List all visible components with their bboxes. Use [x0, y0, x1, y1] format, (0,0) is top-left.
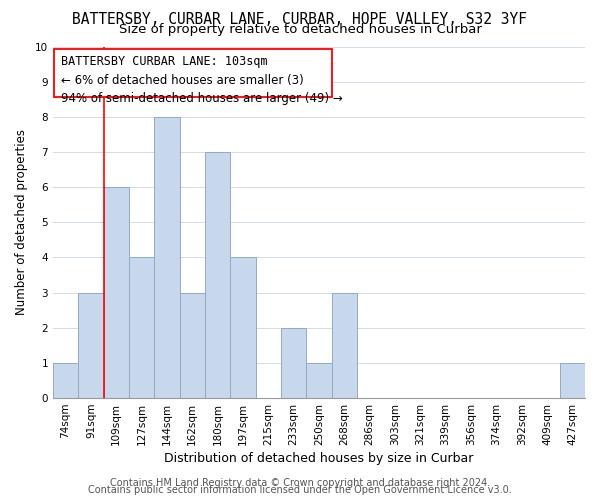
- X-axis label: Distribution of detached houses by size in Curbar: Distribution of detached houses by size …: [164, 452, 473, 465]
- Text: Size of property relative to detached houses in Curbar: Size of property relative to detached ho…: [119, 22, 481, 36]
- Bar: [230, 258, 256, 398]
- Bar: [560, 363, 585, 398]
- Text: Contains HM Land Registry data © Crown copyright and database right 2024.: Contains HM Land Registry data © Crown c…: [110, 478, 490, 488]
- Bar: [281, 328, 306, 398]
- Bar: [104, 187, 129, 398]
- Text: 94% of semi-detached houses are larger (49) →: 94% of semi-detached houses are larger (…: [61, 92, 342, 104]
- Y-axis label: Number of detached properties: Number of detached properties: [15, 130, 28, 316]
- Bar: [306, 363, 332, 398]
- Text: ← 6% of detached houses are smaller (3): ← 6% of detached houses are smaller (3): [61, 74, 303, 87]
- Text: BATTERSBY CURBAR LANE: 103sqm: BATTERSBY CURBAR LANE: 103sqm: [61, 56, 267, 68]
- Text: BATTERSBY, CURBAR LANE, CURBAR, HOPE VALLEY, S32 3YF: BATTERSBY, CURBAR LANE, CURBAR, HOPE VAL…: [73, 12, 527, 28]
- Bar: [332, 292, 357, 398]
- Bar: [53, 363, 78, 398]
- Bar: [78, 292, 104, 398]
- Bar: [154, 117, 179, 398]
- Bar: [129, 258, 154, 398]
- FancyBboxPatch shape: [54, 50, 332, 98]
- Text: Contains public sector information licensed under the Open Government Licence v3: Contains public sector information licen…: [88, 485, 512, 495]
- Bar: [205, 152, 230, 398]
- Bar: [179, 292, 205, 398]
